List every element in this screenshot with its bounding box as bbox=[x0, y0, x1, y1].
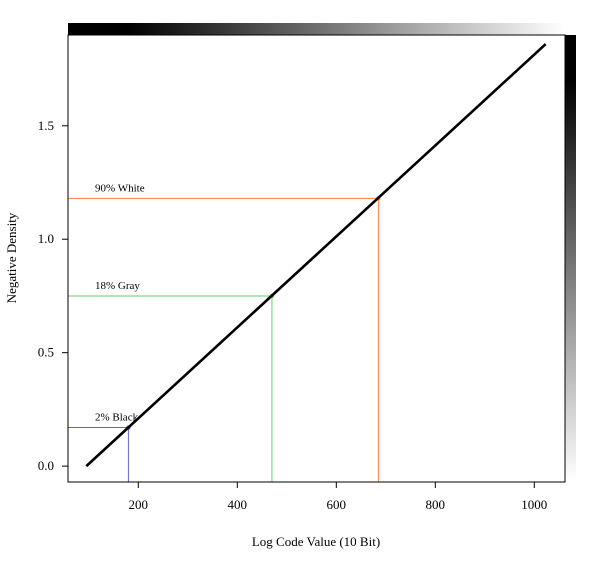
y-tick-label: 0.5 bbox=[38, 345, 54, 360]
y-axis: 0.0 0.5 1.0 1.5 bbox=[38, 118, 68, 473]
top-gradient-bar bbox=[68, 23, 565, 35]
x-axis: 200 400 600 800 1000 bbox=[129, 482, 547, 512]
y-tick-label: 0.0 bbox=[38, 458, 54, 473]
reference-label: 18% Gray bbox=[95, 280, 140, 292]
y-tick-label: 1.5 bbox=[38, 118, 54, 133]
y-tick-label: 1.0 bbox=[38, 231, 54, 246]
x-tick-label: 1000 bbox=[521, 497, 547, 512]
series-line bbox=[85, 43, 547, 468]
reference-label: 90% White bbox=[95, 182, 145, 194]
x-tick-label: 600 bbox=[327, 497, 347, 512]
x-tick-label: 200 bbox=[129, 497, 149, 512]
x-tick-label: 400 bbox=[228, 497, 248, 512]
x-tick-label: 800 bbox=[426, 497, 446, 512]
series-layer bbox=[85, 43, 547, 468]
y-axis-title: Negative Density bbox=[4, 212, 19, 303]
x-axis-title: Log Code Value (10 Bit) bbox=[252, 534, 380, 549]
right-gradient-bar bbox=[565, 35, 576, 482]
reference-lines: 90% White 18% Gray 2% Black bbox=[68, 182, 381, 482]
plot-frame bbox=[67, 34, 566, 483]
reference-label: 2% Black bbox=[95, 412, 139, 424]
